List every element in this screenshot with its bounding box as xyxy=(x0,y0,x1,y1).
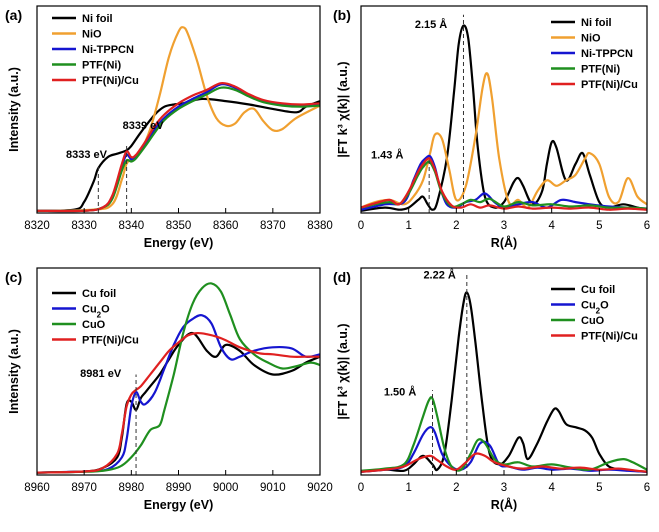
x-tick-label: 5 xyxy=(596,220,602,232)
legend-label: Ni-TPPCN xyxy=(581,48,633,60)
series-line-nio xyxy=(360,72,648,209)
series-line-ptf-ni- xyxy=(36,86,321,213)
annotation-label: 8339 eV xyxy=(123,120,165,132)
legend-label: PTF(Ni) xyxy=(82,60,121,72)
x-tick-label: 8990 xyxy=(166,482,192,494)
x-tick-label: 0 xyxy=(358,220,364,232)
legend-label: Ni foil xyxy=(82,13,113,25)
series-line-ptf-ni-cu xyxy=(360,452,648,473)
legend: Ni foil NiO Ni-TPPCN PTF(Ni) PTF(Ni)/Cu xyxy=(551,17,638,91)
x-axis-label: Energy (eV) xyxy=(144,236,213,250)
x-tick-label: 4 xyxy=(548,220,555,232)
panel-letter: (c) xyxy=(5,269,22,285)
legend-label: CuO xyxy=(82,319,106,331)
legend-label: PTF(Ni)/Cu xyxy=(82,335,139,347)
x-tick-label: 8960 xyxy=(24,482,50,494)
annotation-label: 2.15 Å xyxy=(415,18,447,31)
panel-a: 8333 eV 8339 eV 8320 8330 8340 8350 8360 8370 83… xyxy=(5,5,333,250)
y-axis-label: |FT k³ χ(k)| (a.u.) xyxy=(336,61,350,157)
panel-c: 8981 eV 8960 8970 8980 8990 9000 9010 9020 Energ… xyxy=(5,267,333,512)
x-tick-label: 6 xyxy=(644,482,650,494)
legend-label: Cu2O xyxy=(82,304,110,320)
panel-letter: (d) xyxy=(333,269,351,285)
x-tick-label: 8360 xyxy=(213,220,239,232)
legend-label: PTF(Ni)/Cu xyxy=(82,75,139,87)
x-tick-label: 5 xyxy=(596,482,602,494)
panel-letter: (a) xyxy=(5,7,22,23)
x-tick-label: 8370 xyxy=(260,220,286,232)
y-axis-label: Intensity (a.u.) xyxy=(7,67,21,152)
annotation-label: 8333 eV xyxy=(66,149,108,161)
legend-label: Cu foil xyxy=(82,288,116,300)
x-tick-label: 1 xyxy=(405,220,411,232)
x-tick-label: 8320 xyxy=(24,220,50,232)
y-axis-label: |FT k³ χ(k)| (a.u.) xyxy=(336,323,350,419)
series-line-ptf-ni-cu xyxy=(36,81,321,213)
annotation-label: 2.22 Å xyxy=(423,269,455,282)
x-tick-label: 8330 xyxy=(71,220,97,232)
x-tick-label: 0 xyxy=(358,482,364,494)
legend-label: Cu foil xyxy=(581,284,615,296)
legend: Ni foil NiO Ni-TPPCN PTF(Ni) PTF(Ni)/Cu xyxy=(52,13,139,87)
x-tick-label: 8350 xyxy=(166,220,192,232)
legend-label: CuO xyxy=(581,315,605,327)
annotation-label: 1.43 Å xyxy=(371,149,403,162)
series-line-ptf-ni-cu xyxy=(36,331,320,474)
x-tick-label: 4 xyxy=(548,482,555,494)
legend-label: Ni-TPPCN xyxy=(82,44,134,56)
legend-label: PTF(Ni)/Cu xyxy=(581,331,638,343)
panel-letter: (b) xyxy=(333,7,351,23)
x-axis-label: R(Å) xyxy=(491,235,517,250)
series-line-nio xyxy=(36,26,321,212)
legend-label: NiO xyxy=(581,33,601,45)
legend-label: NiO xyxy=(82,29,102,41)
x-tick-label: 9020 xyxy=(307,482,333,494)
annotation-label: 1.50 Å xyxy=(384,385,416,398)
x-tick-label: 8380 xyxy=(307,220,333,232)
x-tick-label: 1 xyxy=(405,482,411,494)
legend-label: PTF(Ni) xyxy=(581,64,620,76)
x-tick-label: 8980 xyxy=(119,482,145,494)
x-tick-label: 3 xyxy=(501,482,507,494)
x-axis-label: Energy (eV) xyxy=(144,498,213,512)
series-line-cuo xyxy=(36,282,321,474)
x-tick-label: 2 xyxy=(453,482,459,494)
series-line-ptf-ni-cu xyxy=(360,157,648,211)
x-tick-label: 3 xyxy=(501,220,507,232)
legend-label: PTF(Ni)/Cu xyxy=(581,79,638,91)
x-tick-label: 8970 xyxy=(71,482,97,494)
x-tick-label: 2 xyxy=(453,220,459,232)
annotation-label: 8981 eV xyxy=(80,368,122,380)
panel-b: 2.15 Å 1.43 Å 0 1 2 3 4 5 6 R(Å) |FT k³ χ(k)| (a.u… xyxy=(333,5,650,250)
series-line-cu2o xyxy=(36,314,321,474)
legend-label: Ni foil xyxy=(581,17,612,29)
x-tick-label: 8340 xyxy=(119,220,145,232)
x-tick-label: 9000 xyxy=(213,482,239,494)
x-axis-label: R(Å) xyxy=(491,497,517,512)
y-axis-label: Intensity (a.u.) xyxy=(7,329,21,414)
panel-d: 2.22 Å 1.50 Å 0 1 2 3 4 5 6 R(Å) |FT k³ χ(k)| (a.u… xyxy=(333,267,650,512)
legend-label: Cu2O xyxy=(581,300,609,316)
x-tick-label: 6 xyxy=(644,220,650,232)
x-tick-label: 9010 xyxy=(260,482,286,494)
